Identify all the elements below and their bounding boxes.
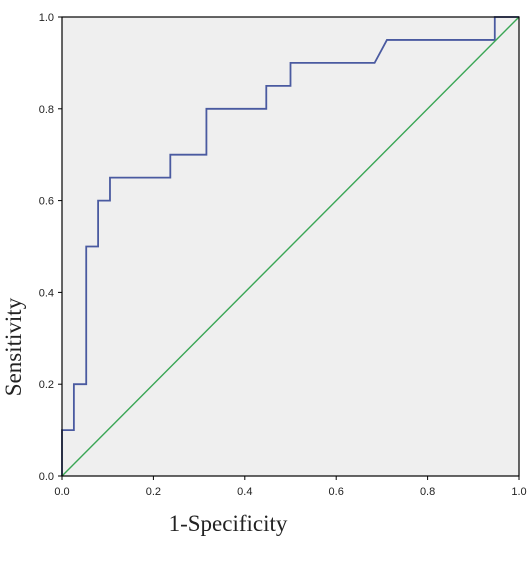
x-tick-label: 0.4	[237, 486, 252, 498]
y-axis: 0.0 0.2 0.4 0.6 0.8 1.0	[39, 12, 62, 483]
y-tick-label: 0.4	[39, 287, 54, 299]
plot-frame	[61, 16, 520, 477]
y-tick-label: 1.0	[39, 12, 54, 24]
x-tick-label: 0.0	[54, 486, 69, 498]
y-axis-title: Sensitivity	[1, 297, 26, 396]
x-tick-label: 0.2	[146, 486, 161, 498]
x-axis-title: 1-Specificity	[169, 511, 288, 536]
roc-curve-series	[61, 16, 519, 476]
plot-marks	[61, 16, 520, 477]
y-tick-label: 0.0	[39, 471, 54, 483]
x-tick-label: 0.6	[329, 486, 344, 498]
x-tick-label: 1.0	[511, 486, 526, 498]
x-axis: 0.0 0.2 0.4 0.6 0.8 1.0	[54, 476, 527, 498]
y-tick-label: 0.6	[39, 196, 54, 208]
y-tick-label: 0.8	[39, 104, 54, 116]
y-tick-label: 0.2	[39, 379, 54, 391]
reference-line-series	[61, 16, 520, 477]
x-tick-label: 0.8	[420, 486, 435, 498]
